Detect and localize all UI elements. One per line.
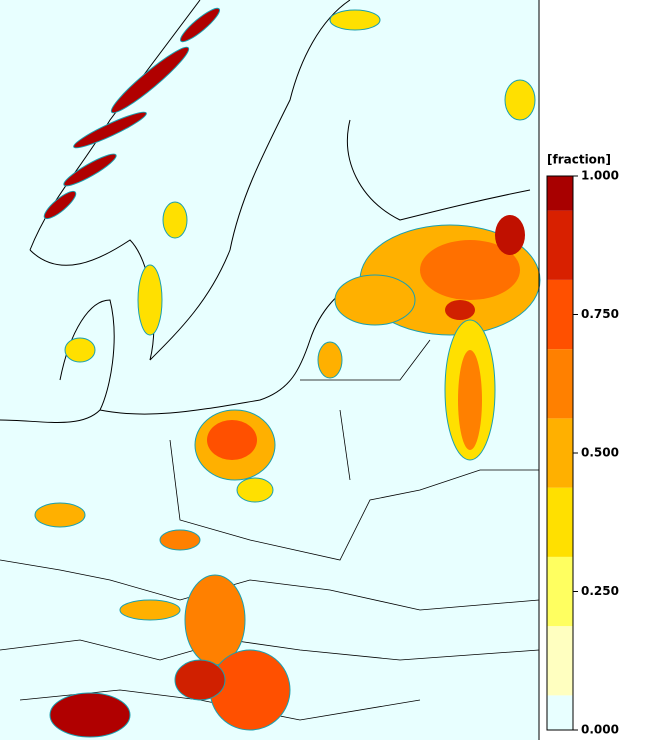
field-patch bbox=[420, 240, 520, 300]
border-poland bbox=[169, 439, 539, 561]
colorbar-band bbox=[547, 695, 573, 730]
field-norway bbox=[43, 7, 221, 220]
precipitation-fields bbox=[34, 7, 541, 738]
colorbar-band bbox=[547, 626, 573, 696]
coast-north-sea bbox=[0, 409, 101, 423]
field-patch bbox=[445, 300, 475, 320]
field-patch bbox=[458, 350, 482, 450]
field-patch bbox=[184, 574, 246, 666]
colorbar-band bbox=[547, 176, 573, 211]
field-patch bbox=[317, 341, 343, 379]
colorbar-band bbox=[547, 279, 573, 350]
field-patch bbox=[110, 46, 190, 114]
field-patch bbox=[64, 337, 96, 363]
field-patch bbox=[63, 153, 117, 187]
field-patch bbox=[495, 215, 525, 255]
colorbar-band bbox=[547, 556, 573, 627]
field-patch bbox=[179, 7, 221, 43]
tick-label: 0.250 bbox=[581, 584, 619, 598]
field-patch bbox=[34, 502, 86, 528]
field-poland bbox=[194, 409, 276, 503]
field-patch bbox=[119, 599, 181, 621]
field-patch bbox=[162, 201, 188, 239]
border-baltics bbox=[300, 339, 431, 481]
coast-finland bbox=[346, 119, 531, 221]
tick-label: 0.000 bbox=[581, 723, 619, 737]
tick-label: 0.500 bbox=[581, 446, 619, 460]
field-patch bbox=[159, 529, 201, 551]
field-patch bbox=[73, 111, 147, 149]
field-patch bbox=[174, 659, 226, 701]
field-patch bbox=[137, 264, 163, 336]
field-patch bbox=[49, 692, 131, 738]
tick-label: 1.000 bbox=[581, 169, 619, 183]
field-patch bbox=[334, 274, 416, 326]
colorbar: 0.000 0.250 0.500 0.750 1.000 bbox=[546, 169, 619, 737]
tick-label: 0.750 bbox=[581, 307, 619, 321]
field-patch bbox=[43, 190, 77, 220]
colorbar-band bbox=[547, 487, 573, 557]
colorbar-band bbox=[547, 210, 573, 280]
field-central bbox=[34, 9, 536, 738]
colorbar-band bbox=[547, 349, 573, 419]
field-patch bbox=[236, 477, 274, 503]
colorbar-band bbox=[547, 418, 573, 488]
field-east bbox=[317, 215, 541, 461]
colorbar-title: [fraction] bbox=[547, 153, 611, 167]
field-patch bbox=[207, 420, 257, 460]
field-patch bbox=[504, 79, 536, 121]
coast-sweden-east bbox=[149, 0, 351, 361]
map bbox=[0, 0, 541, 740]
field-patch bbox=[329, 9, 381, 31]
